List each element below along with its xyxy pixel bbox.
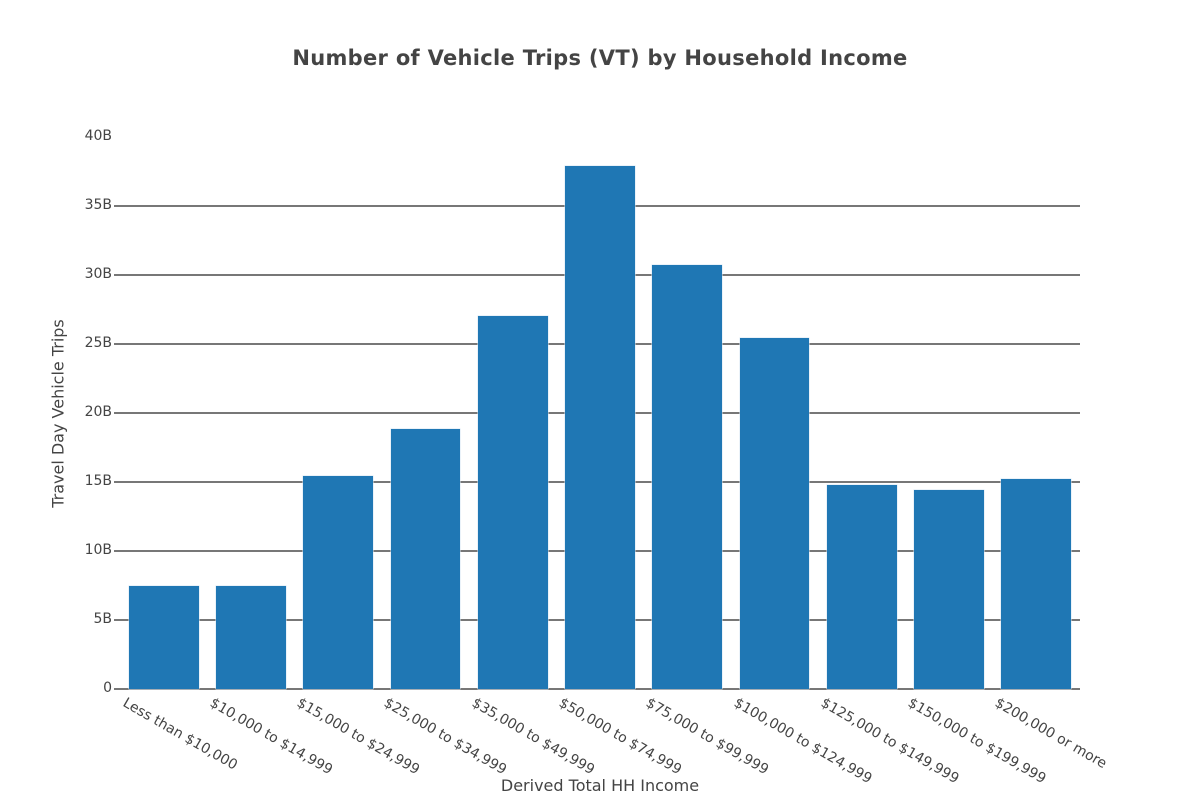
bar[interactable] <box>1001 479 1072 689</box>
x-axis-label: Derived Total HH Income <box>500 776 700 795</box>
bar[interactable] <box>390 428 461 689</box>
bar[interactable] <box>477 315 548 689</box>
chart-title: Number of Vehicle Trips (VT) by Househol… <box>292 46 908 70</box>
x-tick-label: $125,000 to $149,999 <box>817 695 962 788</box>
y-tick-label: 25B <box>84 335 112 351</box>
y-tick-label: 5B <box>93 611 112 627</box>
bar[interactable] <box>739 338 810 689</box>
y-tick-label: 10B <box>84 542 112 558</box>
bar[interactable] <box>303 475 374 689</box>
y-tick-label: 0 <box>103 680 112 696</box>
bar[interactable] <box>216 586 286 689</box>
y-tick-label: 35B <box>84 197 112 213</box>
y-tick-label: 40B <box>84 128 112 144</box>
bar[interactable] <box>128 586 199 689</box>
x-tick-label: $100,000 to $124,999 <box>730 695 875 788</box>
y-tick-label: 20B <box>84 404 112 420</box>
bar[interactable] <box>914 489 984 689</box>
x-axis-line <box>114 688 1080 690</box>
bar[interactable] <box>826 484 897 689</box>
bar[interactable] <box>565 165 635 689</box>
y-axis-label: Travel Day Vehicle Trips <box>48 319 68 508</box>
x-tick-label: $150,000 to $199,999 <box>905 695 1049 788</box>
bar[interactable] <box>652 265 723 689</box>
y-tick-label: 15B <box>84 473 112 489</box>
y-tick-label: 30B <box>84 266 112 282</box>
